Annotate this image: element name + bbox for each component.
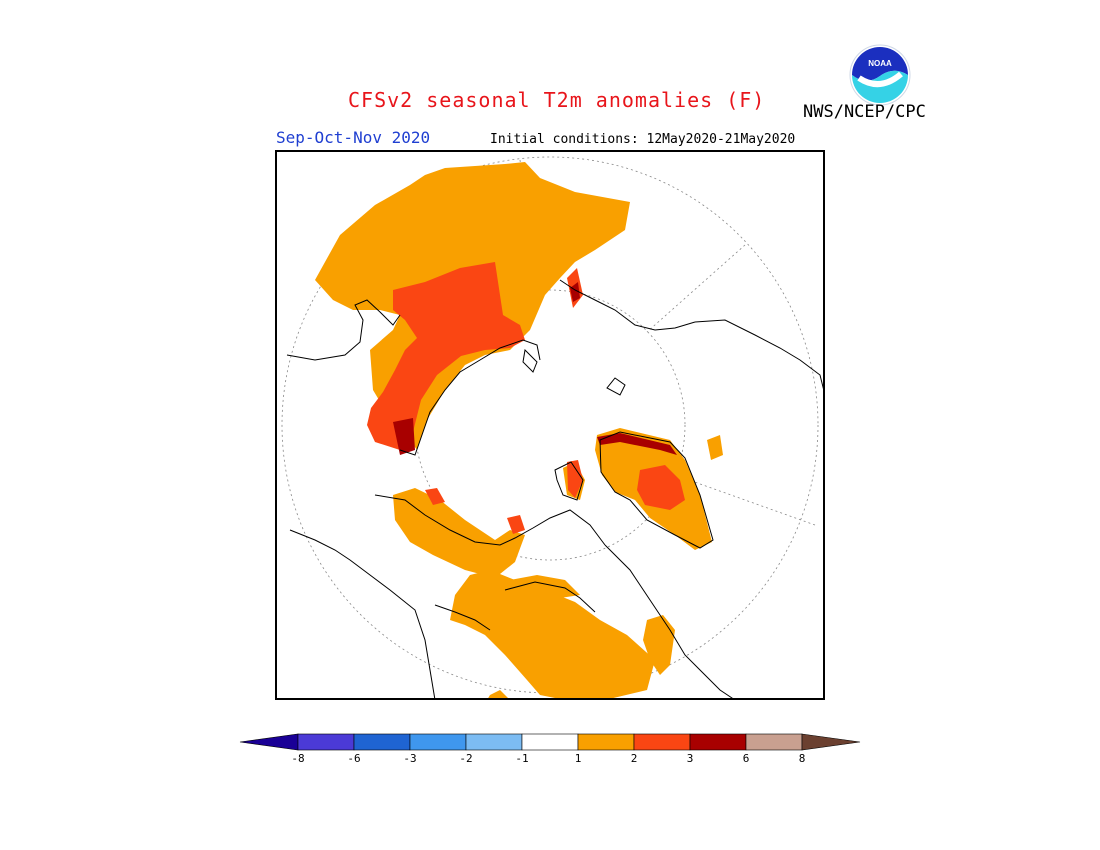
coast-greenland [599, 431, 714, 549]
anomaly-north-america [450, 570, 655, 700]
latitude-circle-inner [414, 289, 686, 561]
map-frame [275, 150, 825, 700]
noaa-logo-text: NOAA [868, 59, 892, 68]
coast-hudson-bay [504, 581, 596, 613]
anomaly-svalbard [707, 435, 723, 460]
colorbar-tick-label: 8 [798, 752, 806, 765]
anomaly-east-siberia [367, 262, 525, 450]
colorbar-tick-label: -1 [515, 752, 529, 765]
colorbar-tick-label: 2 [630, 752, 638, 765]
colorbar-tick-label: 1 [574, 752, 582, 765]
polar-map [275, 150, 825, 700]
colorbar-bin [465, 733, 523, 751]
anomaly-greenland-core [637, 465, 685, 510]
coast-canada-north [374, 494, 606, 546]
coast-novaya-zemlya [606, 377, 626, 396]
forecast-period: Sep-Oct-Nov 2020 [276, 128, 431, 147]
coast-new-siberian [522, 348, 538, 373]
initial-conditions: Initial conditions: 12May2020-21May2020 [490, 132, 796, 147]
meridian-line [646, 244, 746, 333]
coast-bering [434, 604, 491, 631]
chart-title: CFSv2 seasonal T2m anomalies (F) [348, 88, 766, 112]
anomaly-wrangel [570, 282, 580, 302]
colorbar-bin [801, 733, 861, 751]
anomaly-alaska-core [425, 488, 445, 505]
colorbar-tick-label: -3 [403, 752, 417, 765]
coast-siberia-north [399, 339, 541, 456]
colorbar-tick-label: 6 [742, 752, 750, 765]
colorbar-tick-label: -2 [459, 752, 473, 765]
colorbar-bin [297, 733, 355, 751]
noaa-logo-bird [857, 71, 903, 87]
colorbar-bin [521, 733, 579, 751]
anomaly-2-3 [367, 262, 685, 534]
noaa-logo: NOAA [849, 44, 911, 106]
colorbar-bin [239, 733, 299, 751]
anomaly-ellesmere-core [567, 460, 583, 498]
colorbar-bin [409, 733, 467, 751]
anomaly-3-6 [393, 282, 677, 455]
colorbar-tick-label: -8 [291, 752, 305, 765]
colorbar-bin [689, 733, 747, 751]
anomaly-greenland-north [597, 433, 677, 455]
anomaly-newfoundland [643, 615, 675, 675]
anomaly-canada-east [510, 575, 580, 598]
colorbar-tick-label: -6 [347, 752, 361, 765]
anomaly-alaska [393, 488, 525, 578]
agency-label: NWS/NCEP/CPC [803, 102, 926, 122]
coast-pacific [289, 529, 436, 700]
coast-siberia-west [286, 299, 401, 361]
colorbar-bin [577, 733, 635, 751]
colorbar-bin [633, 733, 691, 751]
coast-alaska-north [559, 279, 696, 331]
coastlines [286, 279, 825, 700]
colorbar-bin [745, 733, 803, 751]
anomaly-south-edge [487, 690, 510, 700]
coast-canada-east [604, 544, 736, 700]
noaa-logo-sky [852, 47, 908, 81]
anomaly-siberia-coast [393, 418, 415, 455]
anomaly-archipelago [507, 515, 525, 534]
colorbar [239, 733, 861, 751]
coast-ellesmere [554, 461, 584, 501]
colorbar-bin [353, 733, 411, 751]
colorbar-tick-label: 3 [686, 752, 694, 765]
coast-alaska-west [694, 319, 825, 396]
